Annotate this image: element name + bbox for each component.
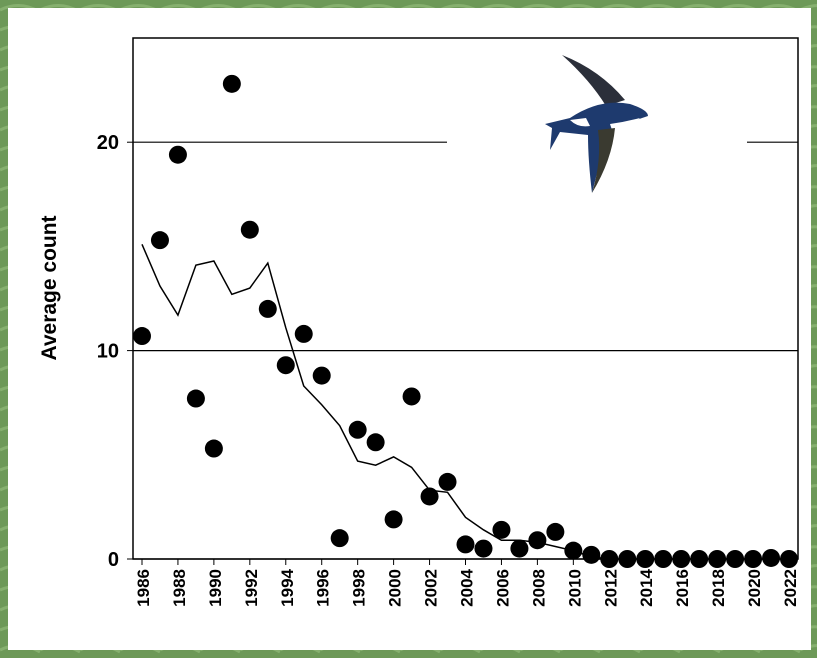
x-tick-label: 2004 — [458, 568, 477, 606]
x-tick-label: 2018 — [709, 569, 728, 607]
bird-illustration — [447, 45, 747, 195]
x-tick-label: 1996 — [314, 569, 333, 607]
x-tick-label: 1990 — [206, 569, 225, 607]
x-tick-label: 2002 — [422, 569, 441, 607]
x-tick-label: 1986 — [134, 569, 153, 607]
data-point — [186, 389, 205, 408]
x-tick-label: 2006 — [493, 569, 512, 607]
x-tick-label: 2010 — [565, 569, 584, 607]
data-point — [258, 299, 277, 318]
y-axis-label: Average count — [38, 215, 61, 360]
x-tick-label: 2016 — [673, 569, 692, 607]
data-point — [384, 510, 403, 529]
plot-area: 0 10 20 1986 1988 1990 1992 1994 1996 1998 2000 200… — [97, 37, 800, 607]
y-tick-label: 10 — [97, 341, 119, 363]
data-point — [132, 327, 151, 346]
data-point — [294, 324, 313, 343]
data-point — [168, 145, 187, 164]
y-tick-label: 20 — [97, 132, 119, 154]
data-point — [582, 545, 601, 564]
data-point — [762, 548, 781, 567]
x-tick-label: 2012 — [601, 569, 620, 607]
x-tick-label: 1994 — [278, 568, 297, 606]
data-point — [492, 520, 511, 539]
data-point — [312, 366, 331, 385]
x-tick-label: 1998 — [350, 569, 369, 607]
data-point — [366, 433, 385, 452]
data-point — [240, 220, 259, 239]
data-point — [276, 356, 295, 375]
data-point — [204, 439, 223, 458]
data-point — [546, 522, 565, 541]
data-point — [438, 472, 457, 491]
data-point — [528, 531, 547, 550]
x-tick-label: 1992 — [242, 569, 261, 607]
x-tick-label: 2008 — [529, 569, 548, 607]
x-tick-label: 2020 — [745, 569, 764, 607]
data-point — [402, 387, 421, 406]
data-point — [222, 74, 241, 93]
trend-line — [141, 244, 790, 560]
data-point — [474, 539, 493, 558]
data-point — [348, 420, 367, 439]
x-tick-label: 2000 — [386, 569, 405, 607]
x-tick-label: 1988 — [170, 569, 189, 607]
y-tick-label: 0 — [108, 549, 119, 571]
x-tick-label: 2022 — [781, 569, 800, 607]
data-point — [510, 539, 529, 558]
data-point — [150, 231, 169, 250]
plot-frame — [132, 37, 799, 560]
x-tick-label: 2014 — [637, 568, 656, 606]
data-point — [420, 487, 439, 506]
data-point — [330, 529, 349, 548]
data-point — [456, 535, 475, 554]
